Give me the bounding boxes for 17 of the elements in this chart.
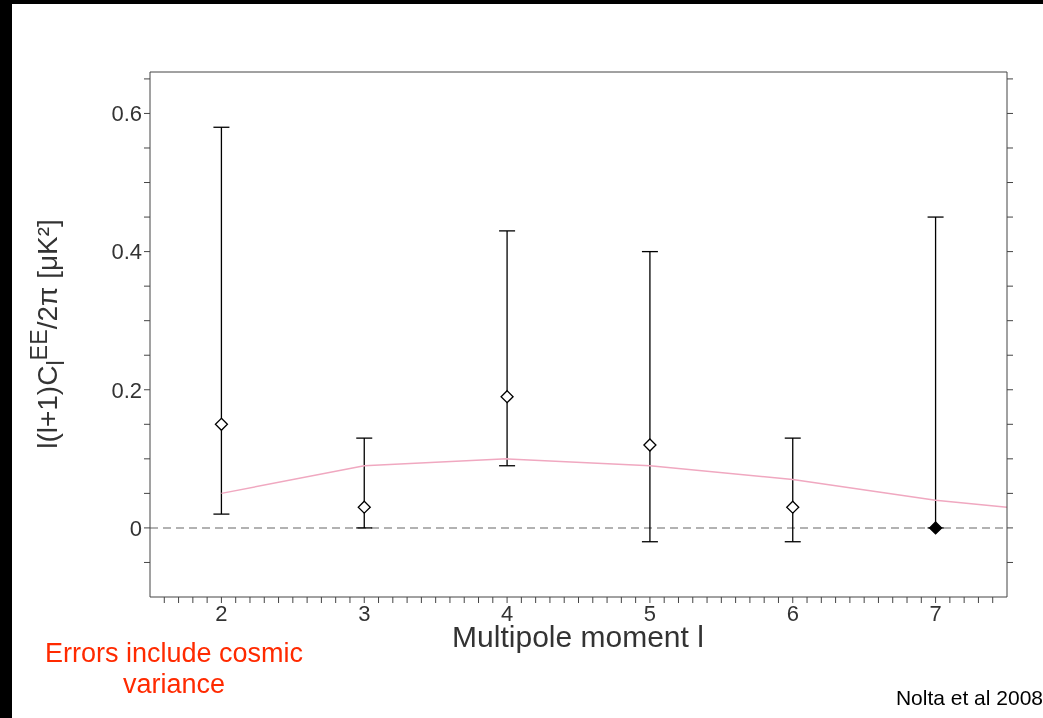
point [500, 390, 514, 404]
x-tick-label: 6 [786, 600, 799, 626]
point [357, 500, 371, 514]
point [643, 438, 657, 452]
text: Nolta et al 2008 [895, 686, 1043, 710]
y-tick-label: 0.4 [111, 239, 142, 265]
x-tick-label: 7 [929, 600, 942, 626]
point [786, 500, 800, 514]
x-tick-label: 3 [358, 600, 371, 626]
point [928, 521, 943, 535]
x-tick-label: 2 [215, 600, 228, 626]
y-tick-label: 0 [129, 515, 142, 541]
line-series [220, 458, 1007, 508]
point [214, 417, 229, 431]
text: Errors include cosmic variance [43, 638, 305, 700]
y-tick-label: 0.2 [111, 377, 142, 403]
y-tick-label: 0.6 [111, 101, 142, 127]
